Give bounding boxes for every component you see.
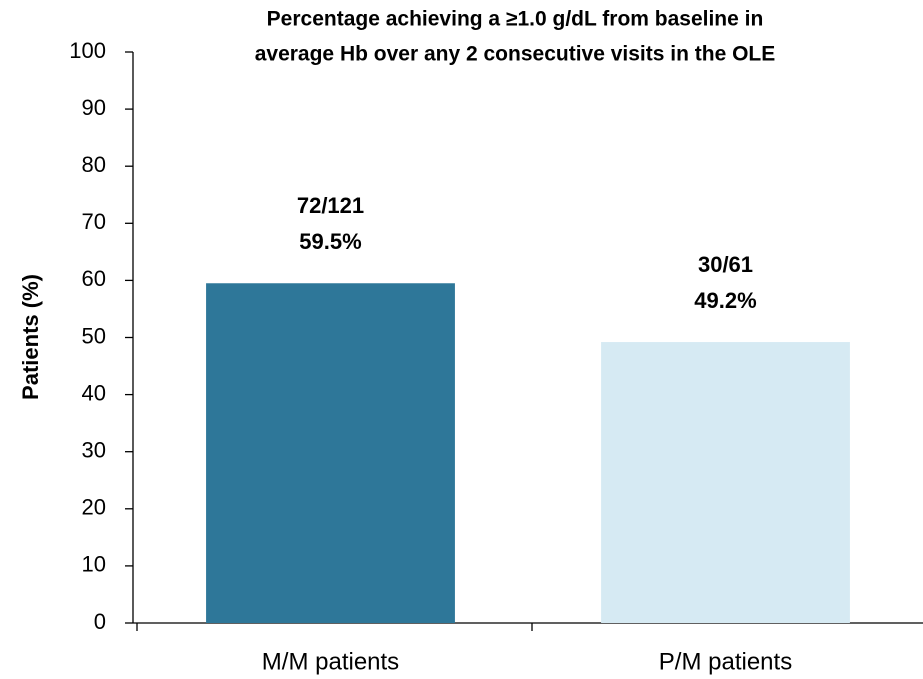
x-tick-label: M/M patients	[262, 648, 399, 675]
bar	[601, 342, 850, 623]
annotation: 30/61	[698, 252, 753, 277]
y-tick-label: 90	[82, 95, 106, 120]
chart-title: Percentage achieving a ≥1.0 g/dL from ba…	[267, 8, 764, 31]
data-label: 59.5%	[299, 229, 361, 254]
y-tick-label: 10	[82, 552, 106, 577]
y-tick-label: 0	[94, 609, 106, 634]
y-tick-label: 100	[69, 38, 106, 63]
data-label: 49.2%	[694, 288, 756, 313]
y-tick-label: 50	[82, 323, 106, 348]
y-tick-label: 20	[82, 495, 106, 520]
chart-title: average Hb over any 2 consecutive visits…	[255, 43, 776, 66]
y-axis-label: Patients (%)	[18, 274, 43, 400]
y-tick-label: 60	[82, 266, 106, 291]
annotation: 72/121	[297, 193, 364, 218]
y-tick-label: 40	[82, 380, 106, 405]
y-tick-label: 80	[82, 152, 106, 177]
bar	[206, 283, 455, 623]
y-tick-label: 30	[82, 438, 106, 463]
y-tick-label: 70	[82, 209, 106, 234]
x-tick-label: P/M patients	[659, 648, 792, 675]
